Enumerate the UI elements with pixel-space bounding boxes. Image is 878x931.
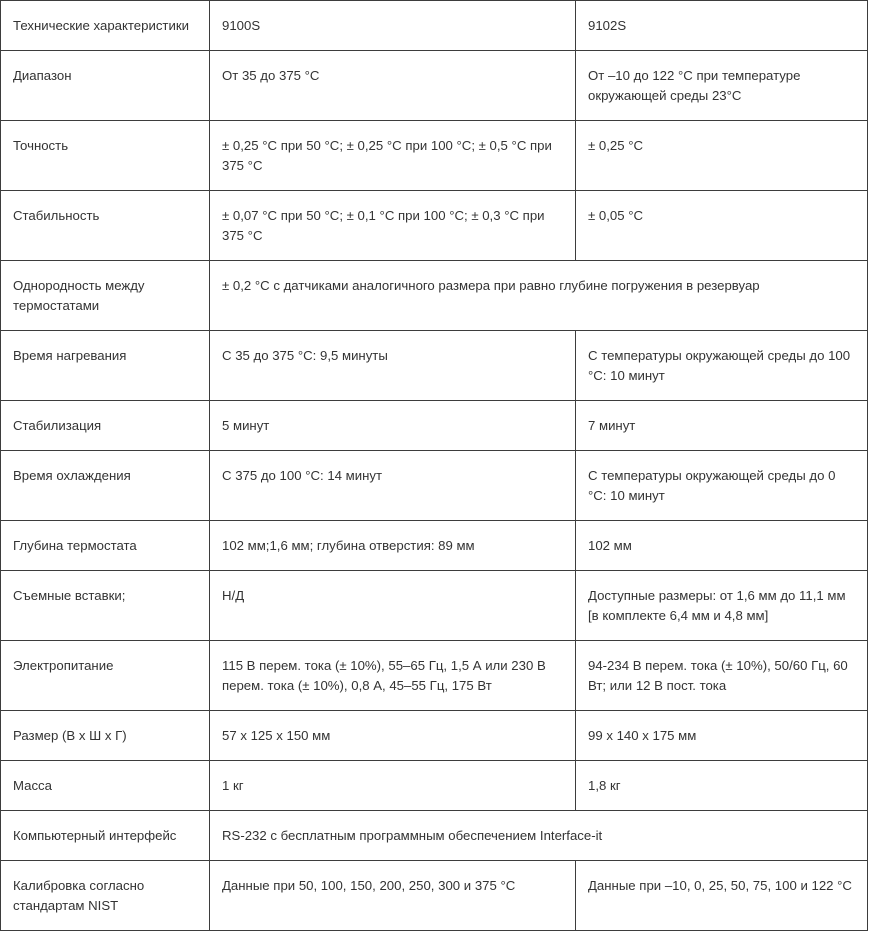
table-row: Время нагревания С 35 до 375 °C: 9,5 мину…	[0, 330, 868, 401]
table-cell-model-a: С 375 до 100 °C: 14 минут	[209, 450, 576, 521]
table-row: Электропитание 115 В перем. тока (± 10%),…	[0, 640, 868, 711]
table-row: Диапазон От 35 до 375 °C От –10 до 122 °C …	[0, 50, 868, 121]
table-row-label-cell: Размер (В x Ш x Г)	[0, 710, 210, 761]
table-cell-model-a: 102 мм;1,6 мм; глубина отверстия: 89 мм	[209, 520, 576, 571]
table-cell-model-b: 1,8 кг	[575, 760, 868, 811]
table-row: Точность ± 0,25 °C при 50 °C; ± 0,25 °C п…	[0, 120, 868, 191]
table-cell-model-a: 57 x 125 x 150 мм	[209, 710, 576, 761]
table-cell-model-b: С температуры окружающей среды до 0 °C: …	[575, 450, 868, 521]
table-header-model-b-cell: 9102S	[575, 0, 868, 51]
table-row: Стабилизация 5 минут 7 минут	[0, 400, 868, 451]
table-row-label-cell: Съемные вставки;	[0, 570, 210, 641]
table-row-label-cell: Однородность между термостатами	[0, 260, 210, 331]
table-cell-model-b: ± 0,05 °C	[575, 190, 868, 261]
table-cell-model-b: 7 минут	[575, 400, 868, 451]
table-row: Стабильность ± 0,07 °C при 50 °C; ± 0,1 °…	[0, 190, 868, 261]
table-row-label-cell: Масса	[0, 760, 210, 811]
table-cell-model-b: ± 0,25 °C	[575, 120, 868, 191]
table-row-label-cell: Точность	[0, 120, 210, 191]
table-row-label-cell: Время охлаждения	[0, 450, 210, 521]
table-row: Компьютерный интерфейс RS-232 с бесплатны…	[0, 810, 868, 861]
table-cell-model-b: Доступные размеры: от 1,6 мм до 11,1 мм …	[575, 570, 868, 641]
table-row: Съемные вставки; Н/Д Доступные размеры: от…	[0, 570, 868, 641]
table-row-label-cell: Стабилизация	[0, 400, 210, 451]
table-row-label-cell: Калибровка согласно стандартам NIST	[0, 860, 210, 931]
table-cell-model-a: С 35 до 375 °C: 9,5 минуты	[209, 330, 576, 401]
table-cell-model-a: ± 0,25 °C при 50 °C; ± 0,25 °C при 100 °…	[209, 120, 576, 191]
table-cell-model-a: 1 кг	[209, 760, 576, 811]
table-header-model-a-cell: 9100S	[209, 0, 576, 51]
table-cell-model-b: С температуры окружающей среды до 100 °C…	[575, 330, 868, 401]
table-row: Калибровка согласно стандартам NIST Данны…	[0, 860, 868, 931]
table-row-label-cell: Глубина термостата	[0, 520, 210, 571]
table-row: Время охлаждения С 375 до 100 °C: 14 мину…	[0, 450, 868, 521]
table-header-row: Технические характеристики 9100S 9102S	[0, 0, 868, 51]
table-cell-model-b: От –10 до 122 °C при температуре окружаю…	[575, 50, 868, 121]
table-cell-model-a: Данные при 50, 100, 150, 200, 250, 300 и…	[209, 860, 576, 931]
table-cell-model-a: ± 0,07 °C при 50 °C; ± 0,1 °C при 100 °C…	[209, 190, 576, 261]
table-row-label-cell: Время нагревания	[0, 330, 210, 401]
table-cell-model-b: 102 мм	[575, 520, 868, 571]
table-cell-model-a: 115 В перем. тока (± 10%), 55–65 Гц, 1,5…	[209, 640, 576, 711]
table-row-label-cell: Диапазон	[0, 50, 210, 121]
table-cell-model-a: ± 0,2 °C с датчиками аналогичного размер…	[209, 260, 868, 331]
table-cell-model-a: От 35 до 375 °C	[209, 50, 576, 121]
table-row: Масса 1 кг 1,8 кг	[0, 760, 868, 811]
table-row-label-cell: Электропитание	[0, 640, 210, 711]
table-row-label-cell: Компьютерный интерфейс	[0, 810, 210, 861]
table-cell-model-a: Н/Д	[209, 570, 576, 641]
table-cell-model-b: 99 x 140 x 175 мм	[575, 710, 868, 761]
table-row-label-cell: Стабильность	[0, 190, 210, 261]
table-cell-model-a: 5 минут	[209, 400, 576, 451]
table-cell-model-b: Данные при –10, 0, 25, 50, 75, 100 и 122…	[575, 860, 868, 931]
table-row: Однородность между термостатами ± 0,2 °C …	[0, 260, 868, 331]
table-cell-model-a: RS-232 с бесплатным программным обеспече…	[209, 810, 868, 861]
table-cell-model-b: 94-234 В перем. тока (± 10%), 50/60 Гц, …	[575, 640, 868, 711]
table-header-label-cell: Технические характеристики	[0, 0, 210, 51]
table-row: Глубина термостата 102 мм;1,6 мм; глубина…	[0, 520, 868, 571]
table-row: Размер (В x Ш x Г) 57 x 125 x 150 мм 99 x …	[0, 710, 868, 761]
